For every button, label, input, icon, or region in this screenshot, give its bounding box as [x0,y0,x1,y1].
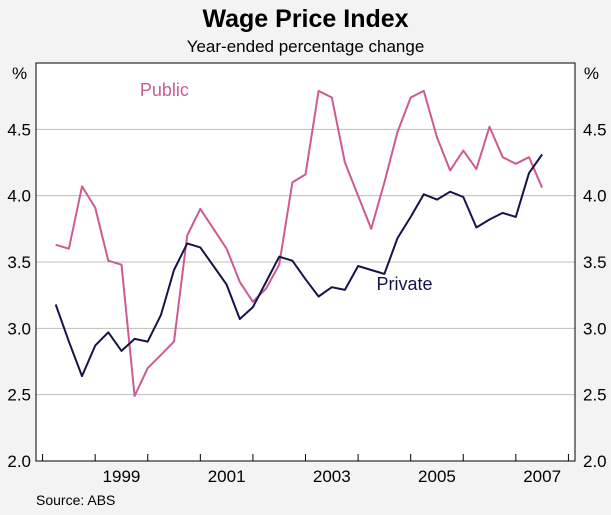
y-tick-label-right: 4.0 [583,187,607,206]
y-tick-label-right: 3.5 [583,253,607,272]
chart-title: Wage Price Index [202,5,408,33]
y-tick-label-left: 4.5 [7,120,31,139]
y-tick-label-left: 3.5 [7,253,31,272]
source-note: Source: ABS [36,492,115,508]
y-tick-label-right: 4.5 [583,120,607,139]
y-tick-label-right: 2.0 [583,452,607,471]
x-tick-label: 1999 [103,467,141,486]
y-tick-label-left: 2.5 [7,386,31,405]
x-tick-label: 2001 [208,467,246,486]
x-tick-label: 2003 [313,467,351,486]
x-tick-label: 2005 [418,467,456,486]
y-tick-label-left: 3.0 [7,319,31,338]
y-axis-unit-right: % [584,64,599,83]
y-tick-label-right: 2.5 [583,386,607,405]
y-axis-unit-left: % [12,64,27,83]
series-label-private: Private [376,274,432,294]
y-axis-ticks: 2.0 2.0 2.5 2.5 3.0 3.0 3.5 3.5 4.0 4.0 4.5 4.5 [7,120,606,471]
x-axis-ticks: 1999 2001 2003 2005 2007 [42,454,569,486]
series-lines [54,89,544,397]
chart-subtitle: Year-ended percentage change [187,37,425,56]
y-tick-label-right: 3.0 [583,319,607,338]
y-tick-label-left: 4.0 [7,187,31,206]
gridlines [36,128,575,396]
series-label-public: Public [140,80,189,100]
series-line-public [55,89,544,397]
series-line-private [54,153,543,378]
x-tick-label: 2007 [523,467,561,486]
y-tick-label-left: 2.0 [7,452,31,471]
